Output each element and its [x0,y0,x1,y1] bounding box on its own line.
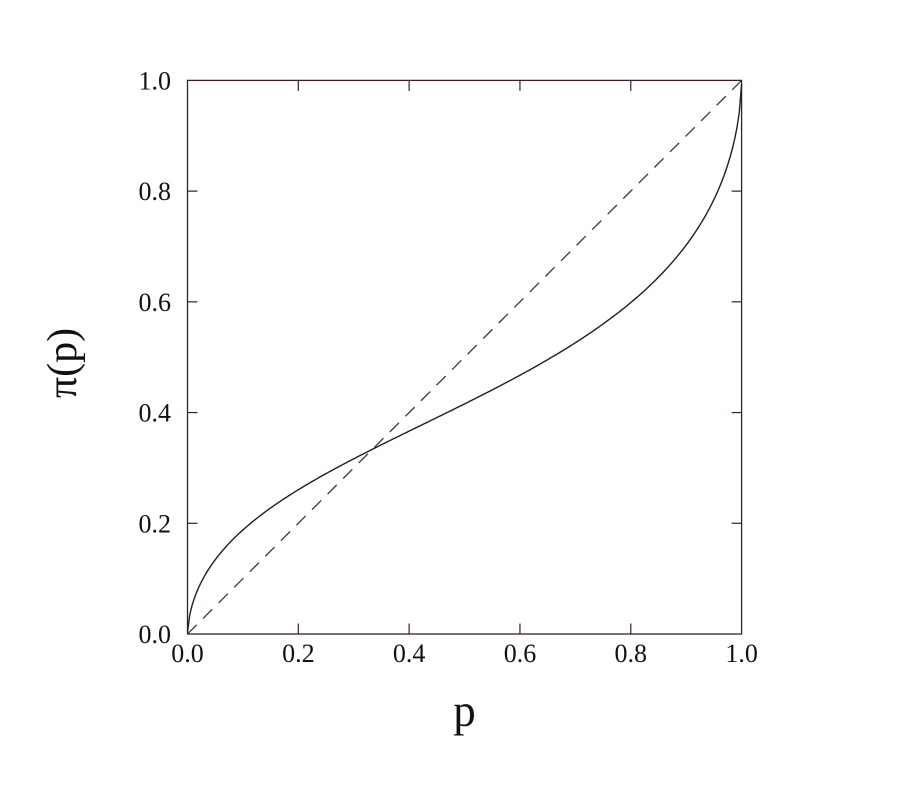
svg-text:0.4: 0.4 [393,639,426,668]
svg-text:0.0: 0.0 [171,639,204,668]
svg-text:0.8: 0.8 [615,639,648,668]
svg-text:0.8: 0.8 [139,177,172,206]
svg-text:0.2: 0.2 [282,639,315,668]
svg-text:1.0: 1.0 [139,66,172,95]
svg-text:p: p [453,686,476,736]
svg-text:0.0: 0.0 [139,620,172,649]
svg-text:0.2: 0.2 [139,509,172,538]
svg-text:0.6: 0.6 [504,639,537,668]
svg-text:π(p): π(p) [40,328,86,398]
svg-text:1.0: 1.0 [725,639,758,668]
svg-text:0.4: 0.4 [139,399,172,428]
svg-text:0.6: 0.6 [139,288,172,317]
